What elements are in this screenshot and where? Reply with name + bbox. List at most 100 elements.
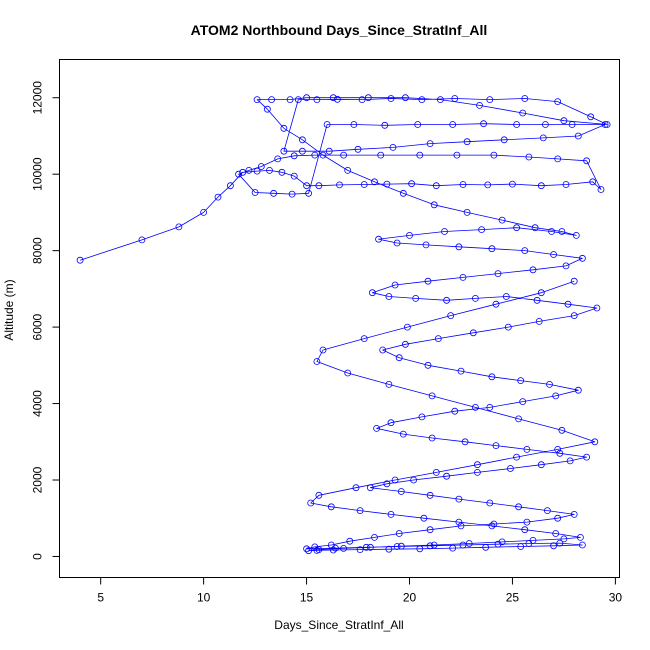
data-point	[449, 121, 457, 128]
data-point	[307, 499, 315, 507]
data-point	[537, 461, 545, 469]
data-point	[560, 535, 568, 543]
data-point	[570, 511, 578, 518]
data-point	[426, 526, 434, 534]
data-point	[311, 151, 319, 159]
plot-frame	[59, 59, 620, 578]
data-point	[327, 503, 335, 511]
data-point	[459, 181, 467, 188]
data-point	[175, 223, 183, 231]
data-point	[251, 189, 259, 196]
data-point	[377, 151, 385, 159]
data-point	[373, 424, 381, 432]
data-point	[558, 228, 566, 235]
data-point	[278, 168, 286, 176]
data-point	[548, 228, 555, 235]
data-point	[486, 403, 494, 411]
data-point	[506, 465, 514, 472]
data-point	[344, 369, 352, 377]
data-point	[319, 151, 327, 159]
data-point	[200, 208, 208, 216]
data-point	[579, 254, 586, 262]
data-point	[447, 312, 455, 320]
data-point	[473, 468, 481, 476]
x-tick-label: 15	[300, 591, 314, 605]
data-point	[385, 380, 393, 388]
data-point	[426, 140, 434, 148]
y-axis-label: Altitude (m)	[2, 279, 16, 340]
x-axis-label: Days_Since_StratInf_All	[274, 618, 403, 632]
data-point	[397, 488, 405, 495]
data-point	[344, 166, 352, 174]
data-point	[471, 403, 479, 411]
data-point	[554, 155, 562, 163]
data-point	[523, 445, 531, 453]
data-point	[459, 273, 467, 281]
data-point	[597, 186, 605, 193]
data-point	[391, 476, 399, 484]
data-point	[554, 445, 562, 453]
data-point	[478, 226, 486, 234]
data-point	[356, 507, 364, 515]
data-point	[513, 224, 520, 232]
data-point	[583, 453, 590, 461]
data-point	[360, 335, 368, 343]
data-point	[294, 96, 302, 103]
data-point	[463, 138, 471, 146]
data-point	[263, 105, 271, 113]
data-point	[562, 181, 570, 188]
data-point	[420, 514, 428, 522]
data-point	[560, 117, 568, 125]
data-point	[432, 182, 440, 190]
data-point	[517, 377, 525, 385]
data-point	[138, 236, 146, 244]
data-point	[574, 386, 582, 394]
data-point	[537, 182, 545, 190]
data-point	[313, 358, 321, 365]
data-point	[315, 546, 323, 553]
data-point	[500, 136, 508, 144]
x-tick-label: 10	[197, 591, 211, 605]
data-point	[350, 121, 358, 128]
data-point	[513, 121, 520, 128]
data-point	[521, 247, 529, 255]
data-point	[270, 189, 278, 197]
data-point	[550, 251, 557, 258]
data-point	[426, 491, 434, 499]
y-tick-label: 2000	[31, 466, 45, 493]
data-point	[566, 457, 574, 465]
data-point	[504, 323, 512, 331]
data-point	[486, 96, 494, 103]
data-point	[323, 121, 331, 128]
data-point	[455, 518, 463, 526]
data-point	[371, 178, 378, 186]
data-point	[303, 545, 311, 553]
data-point	[395, 354, 403, 362]
data-point	[603, 121, 611, 128]
x-axis: 5 10 15 20 25 30	[97, 577, 622, 605]
data-point	[531, 224, 539, 232]
data-point	[315, 182, 323, 190]
data-point	[416, 545, 424, 553]
data-point	[473, 461, 481, 469]
data-point	[459, 541, 467, 549]
data-point	[401, 340, 409, 348]
data-point	[593, 304, 601, 312]
chart-title: ATOM2 Northbound Days_Since_StratInf_All	[191, 22, 488, 38]
data-point	[313, 96, 321, 103]
data-point	[488, 522, 496, 530]
data-point	[525, 153, 533, 161]
y-tick-label: 4000	[31, 390, 45, 417]
data-point	[325, 147, 333, 155]
data-point	[451, 95, 459, 102]
data-point	[416, 151, 424, 159]
data-point	[519, 398, 527, 406]
data-point	[336, 181, 343, 189]
data-point	[268, 96, 276, 103]
data-point	[529, 266, 537, 274]
data-point	[379, 346, 387, 354]
data-point	[521, 95, 529, 102]
data-point	[546, 380, 553, 388]
data-point	[461, 438, 469, 446]
